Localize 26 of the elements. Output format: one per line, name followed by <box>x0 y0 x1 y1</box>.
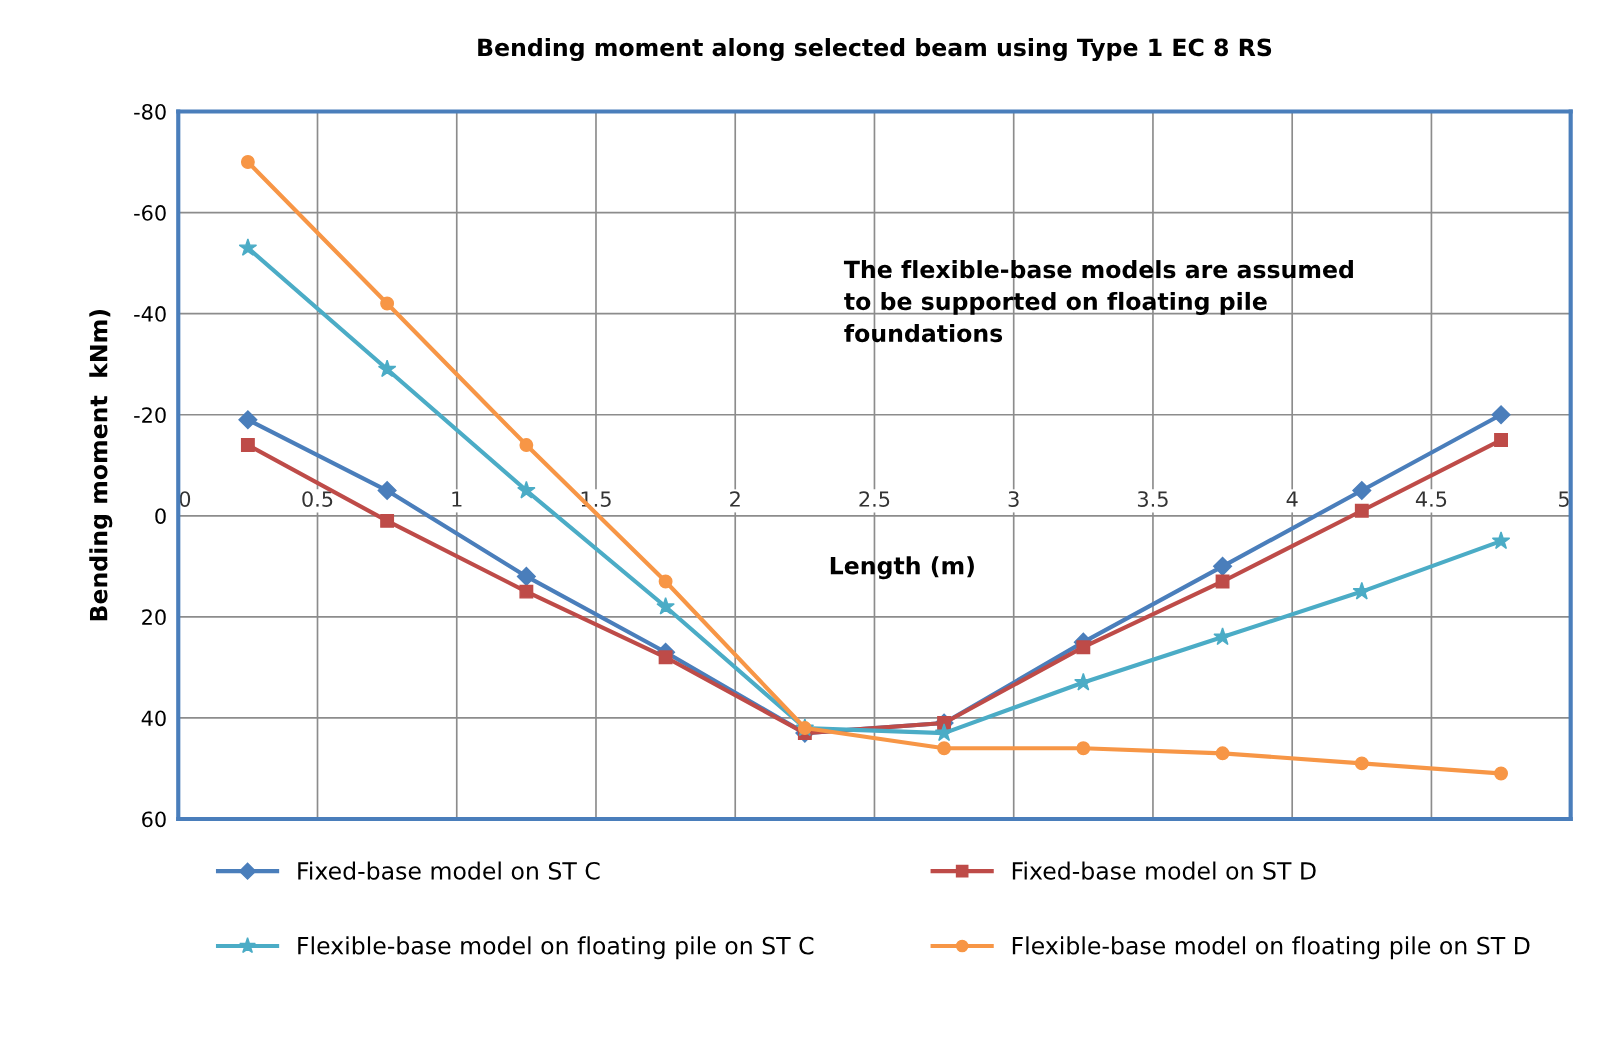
x-tick-label: 3 <box>1008 491 1019 507</box>
y-axis-title: Bending moment kNm) <box>89 309 113 621</box>
x-tick-label: 2 <box>730 491 740 507</box>
y-tick-label: 0 <box>155 508 166 524</box>
y-tick-label: -60 <box>134 205 166 221</box>
y-tick-label: 40 <box>141 710 166 727</box>
annotation: The flexible-base models are assumed to be supported on floating pile foundations <box>843 260 1353 343</box>
x-tick-label: 4.5 <box>1415 491 1447 507</box>
legend-label: Fixed-base model on ST C <box>298 861 600 880</box>
legend-label: Flexible-base model on floating pile on ST C <box>298 936 814 960</box>
y-tick-label: -20 <box>134 407 166 423</box>
y-tick-label: -80 <box>134 103 166 120</box>
y-tick-label: -40 <box>134 306 166 322</box>
x-tick-label: 0 <box>179 491 191 507</box>
x-tick-label: 1 <box>452 491 462 507</box>
x-tick-label: 4 <box>1286 491 1298 507</box>
x-tick-label: 5 <box>1559 491 1569 507</box>
y-tick-label: 60 <box>142 811 166 828</box>
x-axis-title: Length (m) <box>830 556 974 580</box>
y-tick-label: 20 <box>142 609 166 626</box>
chart-title: Bending moment along selected beam using Type 1 EC 8 RS <box>478 38 1272 62</box>
x-tick-label: 0.5 <box>302 491 333 507</box>
legend-label: Flexible-base model on floating pile on ST D <box>1012 936 1530 960</box>
x-tick-label: 3.5 <box>1137 491 1168 507</box>
x-tick-label: 2.5 <box>859 491 890 507</box>
legend-label: Fixed-base model on ST D <box>1012 861 1316 880</box>
